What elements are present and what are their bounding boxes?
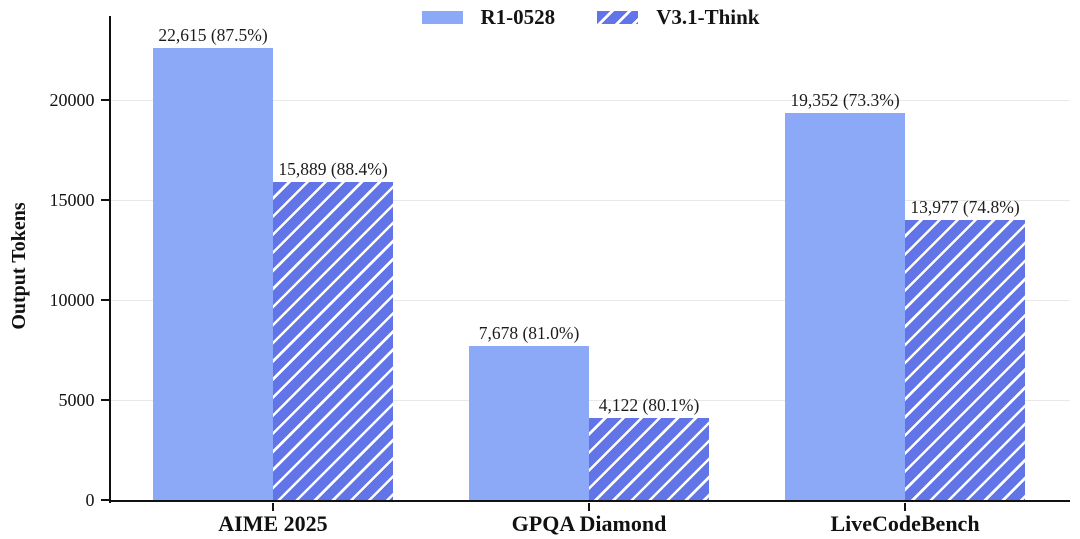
bar-R1-0528-LiveCodeBench <box>785 112 905 500</box>
legend-label-v31-think: V3.1-Think <box>656 4 760 29</box>
gridline-10000 <box>111 299 1070 301</box>
bar-R1-0528-GPQA Diamond <box>469 346 589 500</box>
bar-label-V3.1-Think-AIME 2025: 15,889 (88.4%) <box>278 159 388 180</box>
y-tick-label-15000: 15000 <box>49 190 95 210</box>
bar-label-R1-0528-AIME 2025: 22,615 (87.5%) <box>158 24 268 45</box>
bar-V3.1-Think-LiveCodeBench <box>905 220 1025 500</box>
x-axis-spine <box>108 499 1070 502</box>
y-tick-10000 <box>100 299 109 301</box>
y-tick-label-20000: 20000 <box>49 90 95 110</box>
chart-legend: R1-0528 V3.1-Think <box>111 4 1070 30</box>
legend-item-v31-think: V3.1-Think <box>597 4 760 29</box>
y-tick-0 <box>100 499 109 501</box>
legend-item-r1-0528: R1-0528 <box>421 4 556 29</box>
bar-V3.1-Think-GPQA Diamond <box>589 417 709 500</box>
y-tick-20000 <box>100 99 109 101</box>
y-tick-5000 <box>100 399 109 401</box>
legend-swatch-solid <box>421 10 463 24</box>
bar-label-R1-0528-GPQA Diamond: 7,678 (81.0%) <box>478 323 580 344</box>
x-tick-label-GPQA Diamond: GPQA Diamond <box>511 511 667 536</box>
gridline-20000 <box>111 99 1070 101</box>
gridline-5000 <box>111 399 1070 401</box>
bar-R1-0528-AIME 2025 <box>153 47 273 500</box>
x-tick-label-AIME 2025: AIME 2025 <box>218 511 328 536</box>
y-tick-label-5000: 5000 <box>58 390 95 410</box>
y-axis-label: Output Tokens <box>8 202 30 330</box>
gridline-15000 <box>111 199 1070 201</box>
legend-label-r1-0528: R1-0528 <box>480 4 556 29</box>
bar-V3.1-Think-AIME 2025 <box>273 182 393 500</box>
y-tick-label-10000: 10000 <box>49 290 95 310</box>
bar-label-R1-0528-LiveCodeBench: 19,352 (73.3%) <box>790 89 900 110</box>
y-tick-label-0: 0 <box>85 490 95 510</box>
y-axis-spine <box>108 16 111 503</box>
x-tick-GPQA Diamond <box>588 502 590 511</box>
y-tick-15000 <box>100 199 109 201</box>
x-tick-label-LiveCodeBench: LiveCodeBench <box>830 511 980 536</box>
bar-label-V3.1-Think-LiveCodeBench: 13,977 (74.8%) <box>910 197 1020 218</box>
legend-swatch-hatched <box>597 10 639 24</box>
bar-label-V3.1-Think-GPQA Diamond: 4,122 (80.1%) <box>598 394 700 415</box>
x-tick-LiveCodeBench <box>904 502 906 511</box>
x-tick-AIME 2025 <box>272 502 274 511</box>
